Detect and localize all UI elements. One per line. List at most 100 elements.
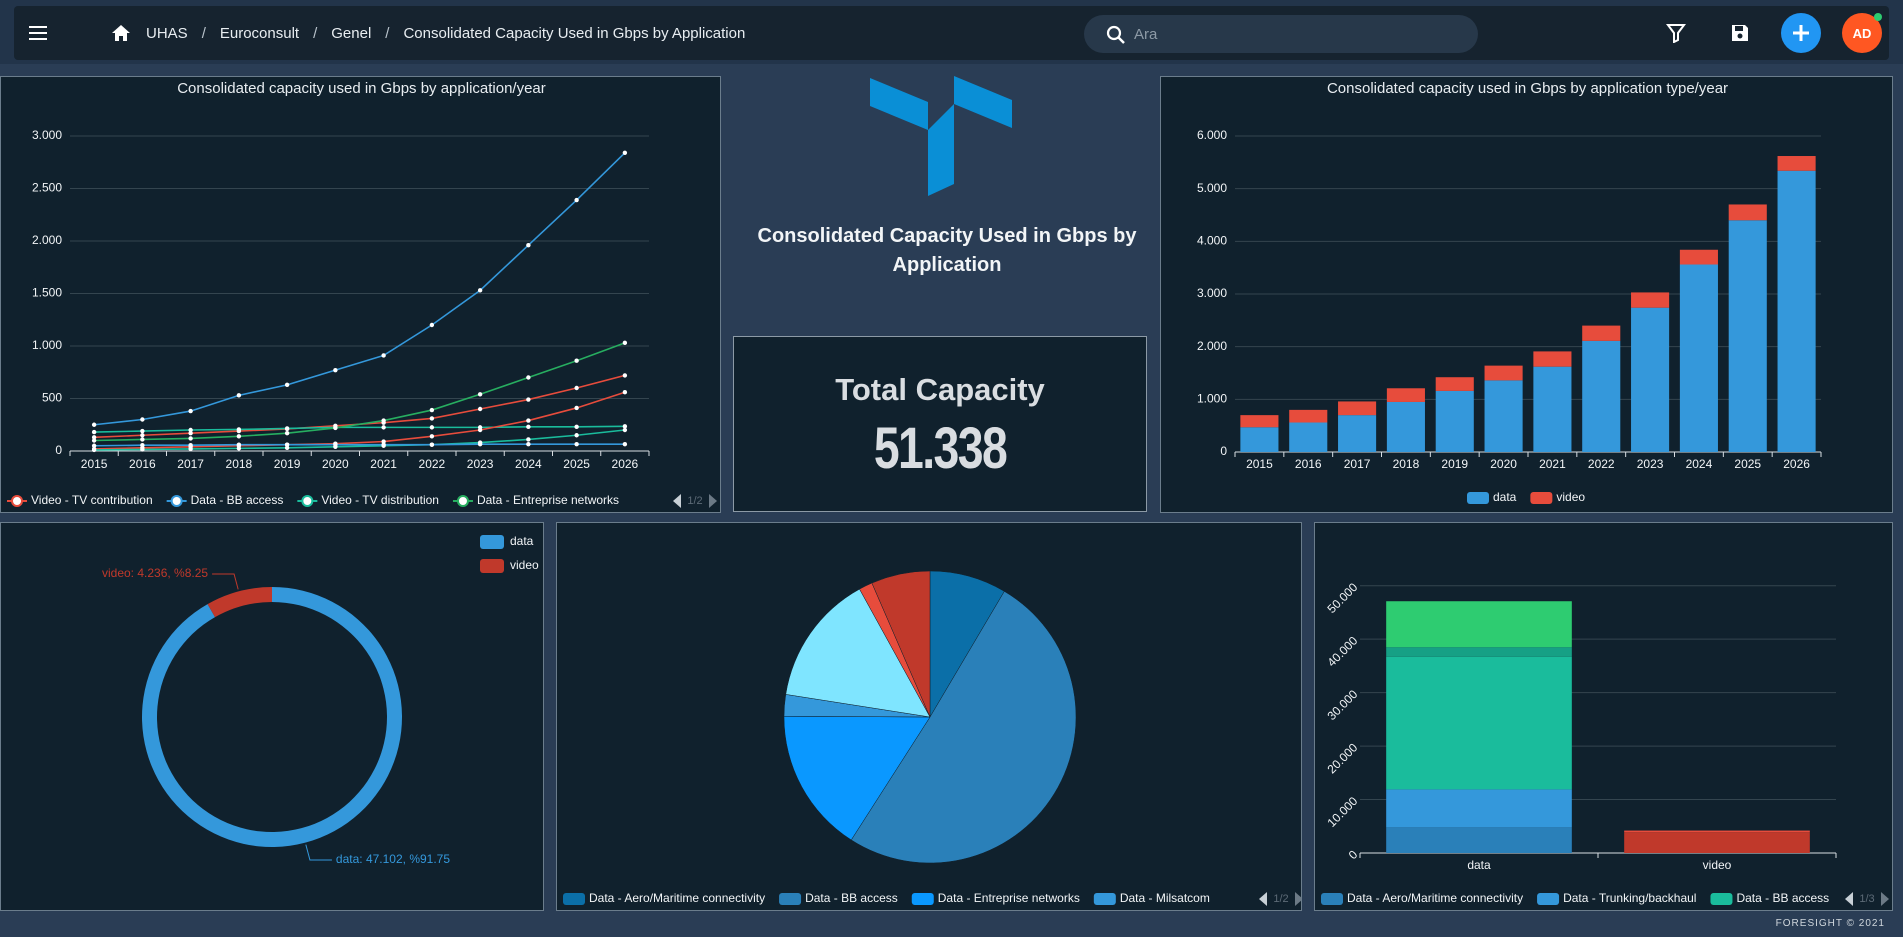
legend-label[interactable]: Data - BB access xyxy=(805,891,898,905)
legend-label[interactable]: video xyxy=(510,558,539,572)
donut-slice[interactable] xyxy=(141,587,402,847)
line xyxy=(94,152,626,426)
breadcrumb[interactable]: Consolidated Capacity Used in Gbps by Ap… xyxy=(385,25,745,42)
legend: Data - Aero/Maritime connectivity Data - … xyxy=(563,891,1210,905)
filter-button[interactable] xyxy=(1666,23,1686,43)
point xyxy=(574,424,579,430)
point xyxy=(381,418,386,423)
y-tick-label: 1.000 xyxy=(1197,392,1227,406)
point xyxy=(429,442,435,447)
leader-line xyxy=(212,573,239,590)
footer: FORESIGHT © 2021 xyxy=(1775,918,1885,929)
stacked-bar-chart: Consolidated capacity used in Gbps by ap… xyxy=(1197,80,1822,504)
legend-prev[interactable] xyxy=(673,494,681,508)
y-tick-label: 5.000 xyxy=(1197,181,1227,195)
point xyxy=(236,427,242,432)
home-button[interactable] xyxy=(111,23,131,43)
point xyxy=(526,243,531,248)
legend-label[interactable]: Data - BB access xyxy=(191,493,284,507)
legend-page: 1/2 xyxy=(687,495,702,507)
y-tick-label: 3.000 xyxy=(1197,286,1227,300)
x-tick-label: 2018 xyxy=(1393,457,1420,471)
bar-segment xyxy=(1386,656,1572,790)
line xyxy=(94,391,626,450)
pie-slice[interactable] xyxy=(785,588,931,718)
point xyxy=(477,288,483,293)
pie-slice[interactable] xyxy=(871,570,931,718)
bar-segment xyxy=(1484,380,1523,452)
panel: Consolidated capacity used in Gbps by ap… xyxy=(0,76,721,513)
point xyxy=(188,436,193,441)
point xyxy=(140,443,145,448)
legend-label[interactable]: Data - Aero/Maritime connectivity xyxy=(589,891,765,905)
bar-segment xyxy=(1582,340,1621,452)
point xyxy=(140,428,145,434)
x-tick-label: 2015 xyxy=(1246,457,1273,471)
save-button[interactable] xyxy=(1730,23,1750,43)
point xyxy=(236,442,242,447)
chart-title: Consolidated capacity used in Gbps by ap… xyxy=(1327,80,1728,97)
y-tick-label: 4.000 xyxy=(1197,234,1227,248)
data-label: video: 4.236, %8.25 xyxy=(102,566,208,580)
pie-chart: Data - Aero/Maritime connectivity Data - … xyxy=(563,570,1302,906)
point xyxy=(477,392,483,397)
x-tick-label: 2020 xyxy=(322,457,349,471)
pie-slice[interactable] xyxy=(850,590,1077,864)
point xyxy=(381,439,386,444)
bar-segment xyxy=(1624,830,1810,833)
bar-segment xyxy=(1435,377,1474,391)
status-dot xyxy=(1874,13,1882,21)
legend-label[interactable]: Data - Aero/Maritime connectivity xyxy=(1347,891,1523,905)
donut-slice[interactable] xyxy=(207,587,272,618)
legend-label[interactable]: Data - Entreprise networks xyxy=(938,891,1080,905)
point xyxy=(91,443,97,448)
x-tick-label: 2020 xyxy=(1490,457,1517,471)
add-button[interactable] xyxy=(1781,13,1821,53)
legend-label[interactable]: Data - Entreprise networks xyxy=(477,493,619,507)
legend-next[interactable] xyxy=(1295,892,1302,906)
point xyxy=(236,434,242,439)
legend-marker xyxy=(1710,893,1733,905)
legend-next[interactable] xyxy=(1881,892,1889,906)
bar-segment xyxy=(1728,204,1767,221)
point xyxy=(429,407,435,413)
legend-page: 1/2 xyxy=(1273,893,1288,905)
breadcrumb[interactable]: UHAS xyxy=(146,24,188,42)
y-tick-label: 0 xyxy=(1220,444,1227,458)
legend-prev[interactable] xyxy=(1259,892,1267,906)
legend-label[interactable]: data xyxy=(1493,490,1517,504)
y-tick-label: 1.500 xyxy=(32,286,62,300)
legend-prev[interactable] xyxy=(1845,892,1853,906)
point xyxy=(284,382,290,388)
search-box[interactable]: Ara xyxy=(1084,15,1478,53)
legend-label[interactable]: data xyxy=(510,534,534,548)
search-icon xyxy=(1106,25,1125,44)
point xyxy=(333,442,338,447)
x-tick-label: 2024 xyxy=(1686,457,1713,471)
point xyxy=(284,426,290,431)
legend-label[interactable]: Data - Trunking/backhaul xyxy=(1563,891,1696,905)
bar-segment xyxy=(1289,422,1328,452)
point xyxy=(477,427,483,433)
legend-marker xyxy=(1093,893,1116,905)
point xyxy=(236,446,242,451)
legend-label[interactable]: Data - BB access xyxy=(1736,891,1829,905)
legend-label[interactable]: Video - TV distribution xyxy=(321,493,439,507)
point xyxy=(188,446,193,452)
pie-slice[interactable] xyxy=(783,716,931,841)
legend-label[interactable]: video xyxy=(1556,490,1585,504)
x-tick-label: 2021 xyxy=(1539,457,1566,471)
legend-label[interactable]: Video - TV contribution xyxy=(31,493,153,507)
avatar-initials: AD xyxy=(1852,25,1872,41)
breadcrumb[interactable]: Euroconsult xyxy=(202,25,299,42)
breadcrumb[interactable]: Genel xyxy=(313,25,371,42)
menu-button[interactable] xyxy=(28,23,48,43)
y-tick-label: 3.000 xyxy=(32,128,62,142)
point xyxy=(333,367,338,373)
legend-marker xyxy=(480,559,504,573)
legend-label[interactable]: Data - Milsatcom xyxy=(1120,891,1210,905)
x-tick-label: 2019 xyxy=(274,457,301,471)
legend-next[interactable] xyxy=(709,494,717,508)
avatar[interactable]: AD xyxy=(1842,13,1882,53)
point xyxy=(429,434,435,439)
